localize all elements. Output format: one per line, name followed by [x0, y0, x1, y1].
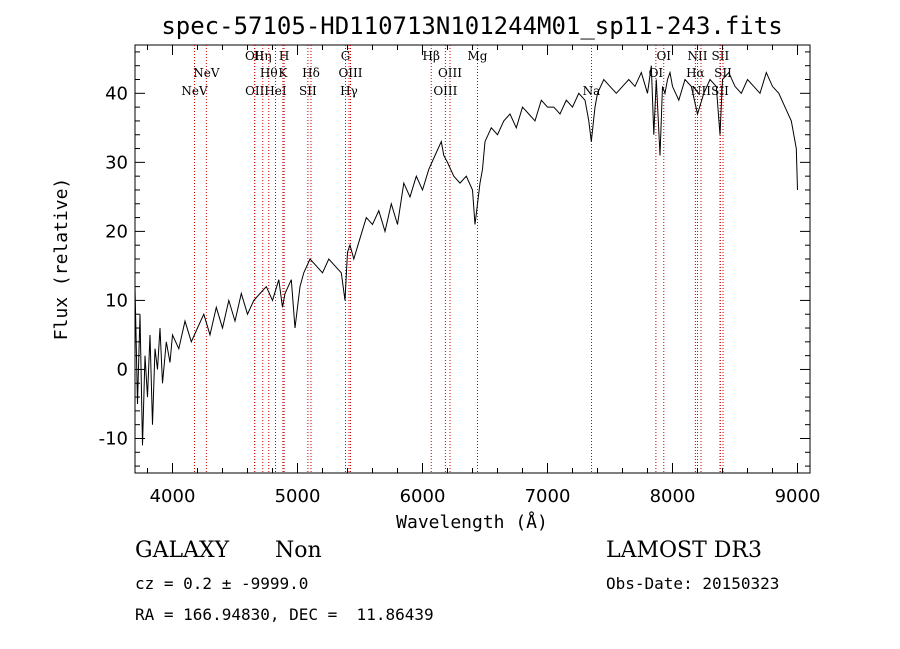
object-class: GALAXY	[135, 538, 230, 563]
y-tick-label: 10	[105, 290, 128, 311]
emission-line-label: SII	[299, 84, 317, 98]
emission-line-label: OIII	[338, 66, 362, 80]
emission-line-label: Mg	[468, 49, 488, 63]
emission-line-label: NeV	[181, 84, 208, 98]
coordinates: RA = 166.94830, DEC = 11.86439	[135, 605, 434, 624]
emission-line-label: Hθ	[260, 66, 278, 80]
emission-line-label: SII	[714, 66, 732, 80]
survey-name: LAMOST DR3	[606, 538, 762, 563]
x-tick-label: 4000	[150, 486, 196, 507]
x-tick-label: 9000	[775, 486, 821, 507]
y-tick-label: 0	[117, 359, 128, 380]
emission-line-label: OIII	[433, 84, 457, 98]
x-tick-label: 6000	[400, 486, 446, 507]
spectrum-line	[134, 65, 798, 446]
emission-line-label: NII	[691, 84, 711, 98]
obs-date: Obs-Date: 20150323	[606, 574, 780, 593]
emission-line-label: NII	[688, 49, 708, 63]
emission-line-label: OI	[656, 49, 671, 63]
axis-ticks: 4000 5000 6000 7000 8000 9000 -10 0 10 20 30 40	[99, 45, 821, 507]
redshift-readout: cz = 0.2 ± -9999.0	[135, 574, 309, 593]
emission-line-label: K	[278, 66, 288, 80]
x-tick-label: 7000	[525, 486, 571, 507]
object-subclass: Non	[275, 538, 322, 563]
x-tick-label: 8000	[650, 486, 696, 507]
emission-line-label: Hγ	[340, 84, 358, 98]
emission-line-label: OI	[649, 66, 664, 80]
emission-line-label: OII	[245, 49, 265, 63]
y-axis-label: Flux (relative)	[51, 178, 72, 341]
emission-line-label: SII	[711, 84, 729, 98]
y-tick-label: 40	[105, 83, 128, 104]
emission-line-label: Hβ	[423, 49, 440, 63]
emission-line-label: Hη	[254, 49, 272, 63]
emission-line-label: NeV	[193, 66, 220, 80]
spectrum-series	[134, 65, 798, 446]
y-tick-label: 30	[105, 152, 128, 173]
emission-line-label: Hα	[686, 66, 705, 80]
emission-line-label: SII	[712, 49, 730, 63]
emission-line-label: Hδ	[302, 66, 320, 80]
emission-line-label: OIII	[438, 66, 462, 80]
x-tick-label: 5000	[275, 486, 321, 507]
plot-frame	[134, 44, 811, 474]
emission-line-label: H	[279, 49, 289, 63]
y-tick-label: 20	[105, 221, 128, 242]
chart-title: spec-57105-HD110713N101244M01_sp11-243.f…	[161, 12, 782, 40]
emission-line-label: G	[341, 49, 351, 63]
y-tick-label: -10	[99, 428, 128, 449]
emission-line-label: HeI	[264, 84, 287, 98]
x-axis-label: Wavelength (Å)	[396, 511, 548, 533]
emission-line-label: Na	[583, 84, 601, 98]
